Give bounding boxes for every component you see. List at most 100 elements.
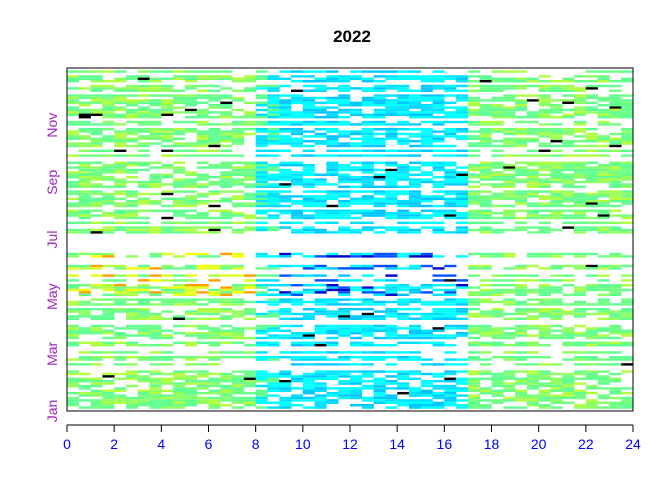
heatmap-cell	[90, 308, 103, 311]
heatmap-cell	[432, 406, 445, 409]
heatmap-cell	[479, 123, 492, 126]
heatmap-cell	[526, 303, 539, 306]
heatmap-cell	[538, 101, 551, 104]
heatmap-cell	[420, 204, 433, 208]
heatmap-cell	[538, 356, 551, 359]
heatmap-cell	[361, 315, 374, 318]
heatmap-cell	[326, 288, 339, 292]
heatmap-cell	[597, 358, 610, 361]
heatmap-cell	[373, 142, 386, 145]
heatmap-cell	[255, 329, 268, 332]
heatmap-cell	[621, 344, 634, 347]
heatmap-cell	[67, 137, 80, 140]
heatmap-cell	[550, 80, 563, 83]
heatmap-cell	[361, 89, 374, 92]
heatmap-cell	[255, 101, 268, 104]
heatmap-cell	[609, 336, 622, 340]
heatmap-cell	[302, 116, 315, 119]
heatmap-cell	[173, 204, 186, 208]
heatmap-cell	[467, 303, 480, 306]
heatmap-cell	[397, 336, 410, 340]
heatmap-cell	[102, 106, 115, 109]
heatmap-cell	[609, 286, 622, 289]
heatmap-cell	[385, 84, 398, 88]
heatmap-cell	[102, 221, 115, 224]
heatmap-cell	[232, 202, 245, 205]
heatmap-cell	[267, 178, 280, 181]
heatmap-cell	[220, 173, 233, 176]
heatmap-cell	[397, 317, 410, 320]
heatmap-cell	[196, 284, 209, 287]
heatmap-cell	[67, 214, 80, 217]
heatmap-cell	[184, 108, 197, 112]
heatmap-cell	[350, 324, 363, 328]
heatmap-cell	[67, 315, 80, 318]
heatmap-cell	[491, 77, 504, 80]
heatmap-cell	[279, 293, 292, 296]
heatmap-cell	[267, 329, 280, 332]
heatmap-cell	[503, 406, 516, 409]
heatmap-cell	[385, 284, 398, 287]
heatmap-cell	[467, 197, 480, 200]
heatmap-cell	[90, 382, 103, 385]
heatmap-cell	[503, 166, 516, 169]
heatmap-cell	[526, 173, 539, 176]
heatmap-cell	[220, 315, 233, 318]
heatmap-cell	[338, 293, 351, 296]
heatmap-cell	[184, 358, 197, 361]
heatmap-cell	[126, 212, 139, 215]
heatmap-cell	[503, 185, 516, 188]
heatmap-cell	[526, 140, 539, 143]
heatmap-cell	[444, 120, 457, 124]
heatmap-cell	[173, 214, 186, 217]
heatmap-cell	[373, 392, 386, 395]
heatmap-cell	[444, 324, 457, 328]
heatmap-cell	[302, 106, 315, 109]
heatmap-cell	[361, 137, 374, 140]
heatmap-cell	[67, 154, 80, 157]
heatmap-cell	[255, 351, 268, 354]
heatmap-cell	[208, 300, 221, 304]
heatmap-cell	[432, 154, 445, 157]
heatmap-cell	[184, 101, 197, 104]
heatmap-cell	[562, 312, 575, 316]
heatmap-cell	[432, 137, 445, 140]
heatmap-cell	[149, 334, 162, 337]
heatmap-cell	[220, 404, 233, 407]
heatmap-cell	[621, 300, 634, 304]
heatmap-cell	[479, 216, 492, 220]
heatmap-cell	[243, 168, 256, 172]
heatmap-cell	[196, 166, 209, 169]
heatmap-cell	[255, 221, 268, 224]
heatmap-cell	[597, 135, 610, 138]
heatmap-cell	[597, 231, 610, 234]
heatmap-cell	[585, 356, 598, 359]
heatmap-cell	[350, 315, 363, 318]
heatmap-cell	[597, 178, 610, 181]
heatmap-cell	[444, 370, 457, 373]
heatmap-cell	[173, 137, 186, 140]
heatmap-cell	[255, 149, 268, 152]
heatmap-cell	[479, 89, 492, 92]
heatmap-cell	[267, 154, 280, 157]
heatmap-cell	[574, 166, 587, 169]
heatmap-cell	[385, 130, 398, 133]
heatmap-cell	[456, 377, 469, 380]
heatmap-cell	[102, 396, 115, 400]
heatmap-cell	[149, 192, 162, 196]
heatmap-cell	[526, 202, 539, 205]
heatmap-cell	[161, 394, 174, 397]
heatmap-cell	[279, 204, 292, 208]
heatmap-cell	[574, 308, 587, 311]
heatmap-cell	[302, 228, 315, 232]
heatmap-cell	[255, 399, 268, 402]
heatmap-cell	[526, 209, 539, 212]
heatmap-cell	[267, 123, 280, 126]
heatmap-cell	[302, 75, 315, 78]
heatmap-cell	[314, 370, 327, 373]
heatmap-cell	[220, 183, 233, 186]
heatmap-cell	[173, 291, 186, 294]
heatmap-cell	[479, 399, 492, 402]
heatmap-cell	[621, 279, 634, 282]
heatmap-cell	[114, 351, 127, 354]
